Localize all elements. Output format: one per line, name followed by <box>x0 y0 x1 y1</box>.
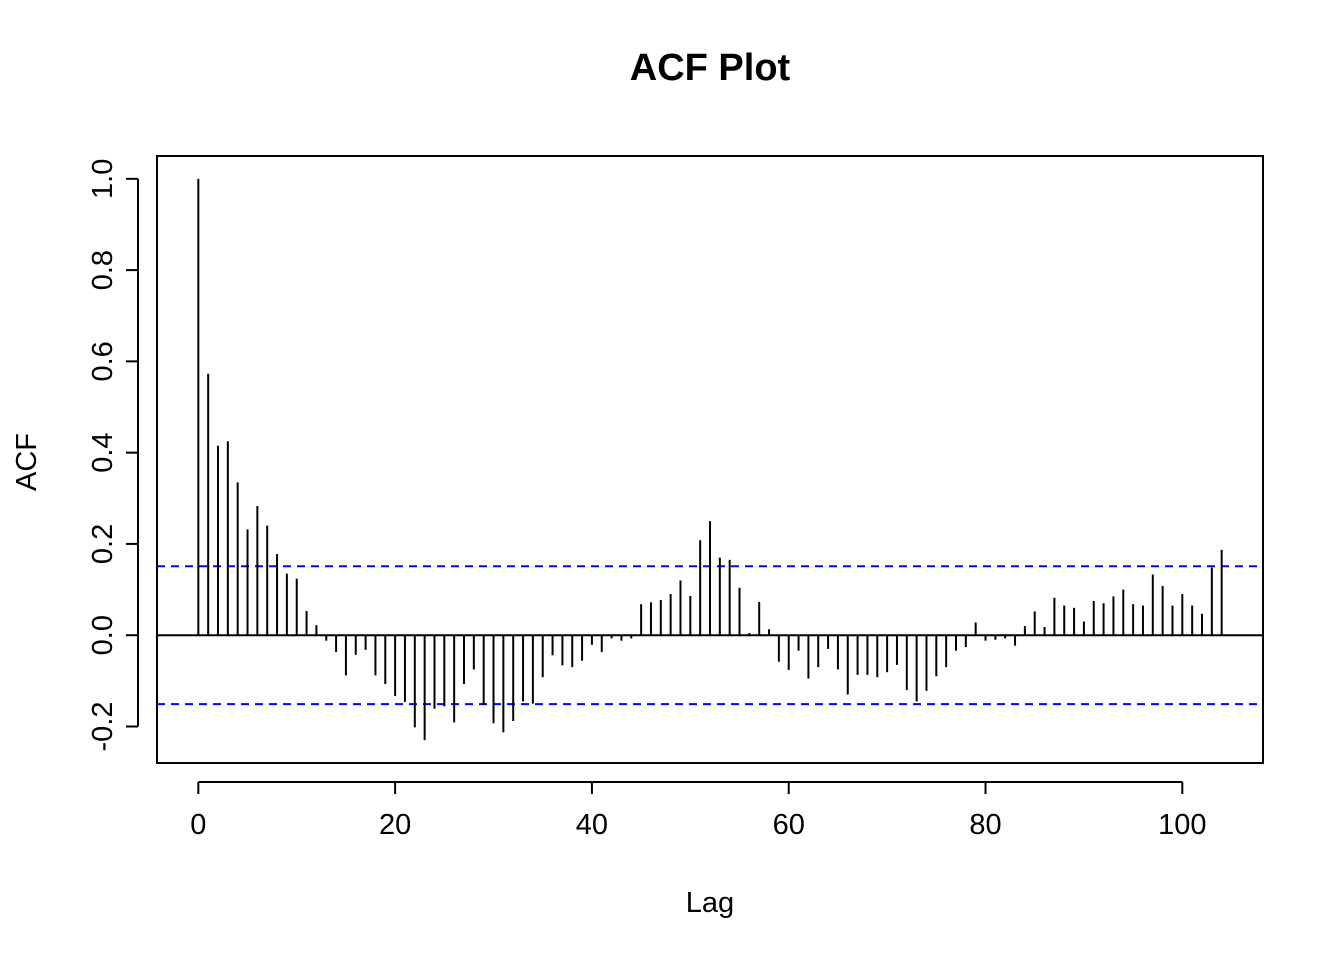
y-tick-label: 0.8 <box>87 250 119 290</box>
y-tick-label: -0.2 <box>87 701 119 751</box>
y-tick-label: 0.2 <box>87 524 119 564</box>
x-tick-label: 100 <box>1158 809 1206 841</box>
y-tick-label: 0.0 <box>87 615 119 655</box>
x-axis: 0 20 40 60 80 100 <box>190 781 1207 841</box>
x-tick-label: 40 <box>576 809 608 841</box>
y-axis-label: ACF <box>11 433 43 491</box>
acf-bars-layer <box>197 178 1223 741</box>
y-tick-label: 0.4 <box>87 432 119 472</box>
x-axis-label: Lag <box>686 887 734 919</box>
x-tick-label: 80 <box>969 809 1001 841</box>
y-tick-label: 1.0 <box>87 159 119 199</box>
y-axis: -0.2 0.0 0.2 0.4 0.6 0.8 1.0 <box>87 159 139 751</box>
x-tick-label: 0 <box>190 809 206 841</box>
x-tick-label: 60 <box>773 809 805 841</box>
plot-frame <box>156 155 1264 764</box>
chart-title: ACF Plot <box>630 47 791 89</box>
x-tick-label: 20 <box>379 809 411 841</box>
y-tick-label: 0.6 <box>87 341 119 381</box>
